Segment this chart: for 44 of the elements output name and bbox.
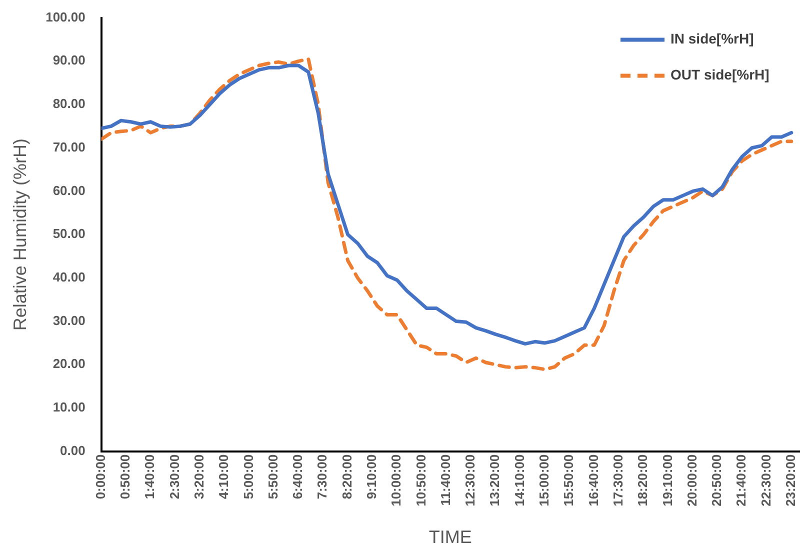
x-axis-title: TIME <box>428 527 472 548</box>
x-tick-label: 21:40:00 <box>734 454 749 506</box>
x-tick-label: 23:20:00 <box>782 454 798 506</box>
x-tick-label: 18:20:00 <box>635 454 650 506</box>
x-tick-label: 20:00:00 <box>684 454 700 506</box>
y-tick-label: 10.00 <box>52 400 86 415</box>
x-tick-label: 17:30:00 <box>610 454 626 506</box>
y-tick-label: 60.00 <box>52 182 86 198</box>
y-tick-label: 30.00 <box>52 312 86 328</box>
x-tick-label: 15:00:00 <box>536 454 552 506</box>
x-tick-label: 1:40:00 <box>142 454 158 500</box>
x-tick-label: 16:40:00 <box>586 454 601 506</box>
x-tick-label: 2:30:00 <box>166 454 182 500</box>
x-tick-label: 12:30:00 <box>462 454 478 506</box>
x-tick-label: 9:10:00 <box>364 454 380 500</box>
x-tick-label: 10:50:00 <box>413 454 428 506</box>
legend-label: IN side[%rH] <box>670 30 754 47</box>
x-tick-label: 22:30:00 <box>758 454 774 506</box>
x-tick-label: 15:50:00 <box>561 454 576 506</box>
x-tick-label: 8:20:00 <box>339 454 354 500</box>
y-tick-label: 0.00 <box>60 442 86 458</box>
x-tick-label: 5:00:00 <box>240 454 256 500</box>
y-tick-label: 80.00 <box>52 96 86 112</box>
y-tick-label: 100.00 <box>46 9 86 24</box>
x-tick-label: 11:40:00 <box>438 454 453 506</box>
x-tick-label: 7:30:00 <box>314 454 330 500</box>
x-tick-label: 5:50:00 <box>265 454 280 500</box>
x-tick-label: 6:40:00 <box>290 454 306 500</box>
x-tick-label: 13:20:00 <box>487 454 502 506</box>
x-tick-label: 0:00:00 <box>92 454 108 500</box>
x-tick-label: 0:50:00 <box>118 454 133 500</box>
y-axis-title: Relative Humidity (%rH) <box>10 138 30 331</box>
x-tick-label: 20:50:00 <box>709 454 724 506</box>
y-tick-label: 70.00 <box>52 139 86 154</box>
y-tick-label: 90.00 <box>52 52 86 68</box>
legend-label: OUT side[%rH] <box>670 66 770 83</box>
x-tick-label: 14:10:00 <box>512 454 527 506</box>
x-tick-label: 19:10:00 <box>660 454 675 506</box>
x-tick-label: 10:00:00 <box>388 454 404 506</box>
y-tick-label: 20.00 <box>52 356 86 372</box>
x-tick-label: 4:10:00 <box>216 454 232 500</box>
y-tick-label: 40.00 <box>52 270 86 285</box>
y-tick-label: 50.00 <box>52 226 86 242</box>
x-tick-label: 3:20:00 <box>192 454 207 500</box>
